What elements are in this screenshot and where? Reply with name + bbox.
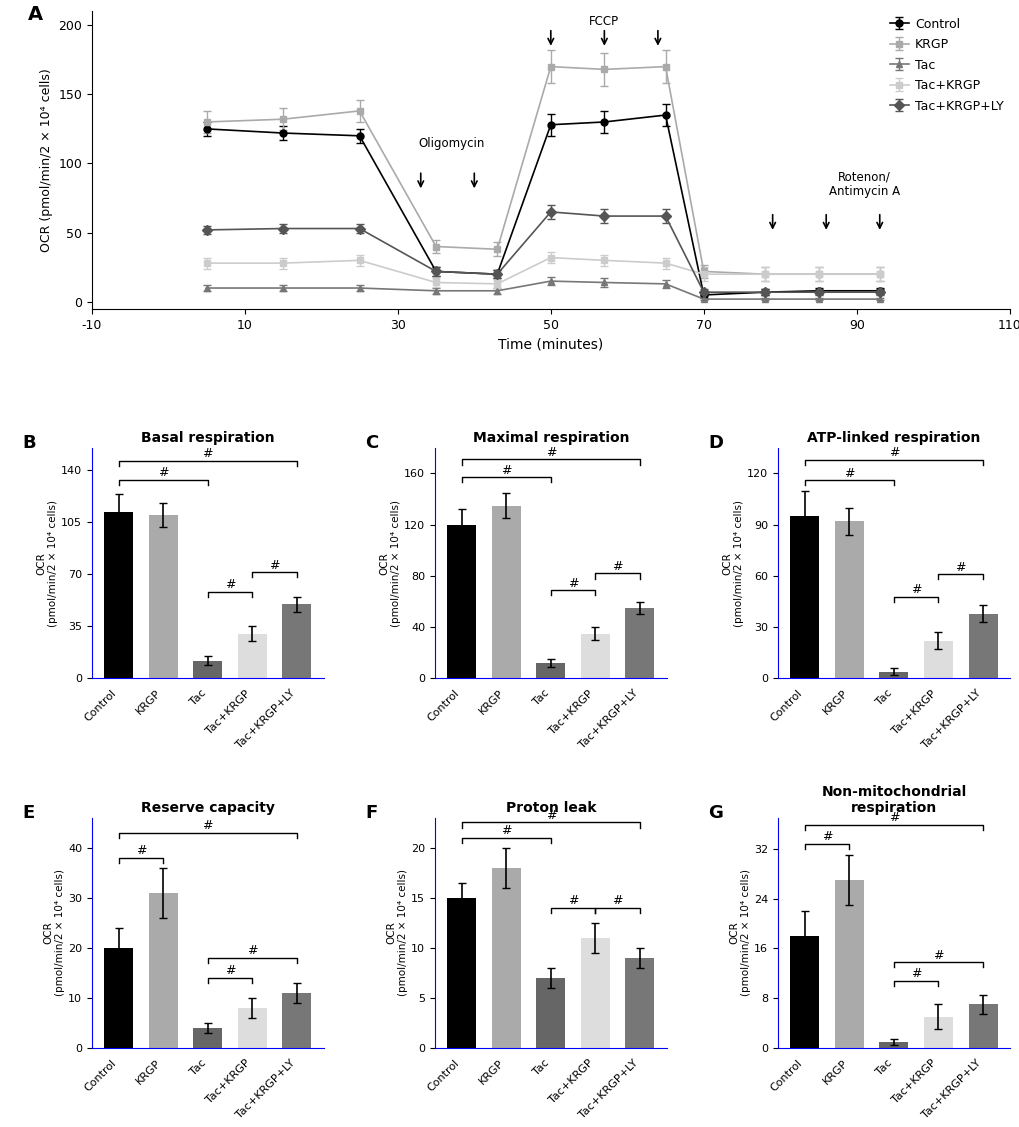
Y-axis label: OCR
(pmol/min/2 × 10⁴ cells): OCR (pmol/min/2 × 10⁴ cells) [722,499,744,627]
Text: #: # [269,559,279,571]
Bar [625,607,654,678]
Bar [834,880,863,1048]
Bar [790,516,818,678]
Bar [193,1028,222,1048]
Text: #: # [202,819,213,832]
Title: Reserve capacity: Reserve capacity [141,801,274,815]
Bar [834,522,863,678]
Bar [790,935,818,1048]
Text: #: # [932,949,943,961]
Text: #: # [568,894,578,907]
Text: #: # [545,809,555,822]
Text: C: C [365,434,378,452]
Bar [237,1008,267,1048]
Bar [282,993,311,1048]
Text: #: # [500,464,511,477]
Bar [968,613,997,678]
Bar [581,938,609,1048]
Text: D: D [708,434,722,452]
Bar [491,868,520,1048]
Title: ATP-linked respiration: ATP-linked respiration [806,432,979,445]
Text: #: # [955,561,965,574]
Bar [923,641,952,678]
Bar [878,1041,908,1048]
Bar [104,512,132,678]
Y-axis label: OCR
(pmol/min/2 × 10⁴ cells): OCR (pmol/min/2 × 10⁴ cells) [44,869,65,996]
Text: #: # [224,965,235,977]
Text: #: # [500,824,511,837]
Title: Basal respiration: Basal respiration [141,432,274,445]
Y-axis label: OCR
(pmol/min/2 × 10⁴ cells): OCR (pmol/min/2 × 10⁴ cells) [729,869,751,996]
Text: #: # [888,811,899,825]
Title: Proton leak: Proton leak [505,801,595,815]
Text: Rotenon/
Antimycin A: Rotenon/ Antimycin A [828,170,899,198]
Text: #: # [202,447,213,460]
Bar [237,633,267,678]
Y-axis label: OCR (pmol/min/2 × 10⁴ cells): OCR (pmol/min/2 × 10⁴ cells) [40,68,53,252]
Bar [149,515,177,678]
Title: Non-mitochondrial
respiration: Non-mitochondrial respiration [820,784,966,815]
Bar [878,672,908,678]
Bar [625,958,654,1048]
Bar [581,633,609,678]
Text: #: # [568,577,578,589]
Text: #: # [910,967,920,980]
Text: F: F [365,804,377,822]
Bar [491,506,520,678]
Title: Maximal respiration: Maximal respiration [472,432,629,445]
Text: #: # [611,894,623,907]
Text: #: # [136,844,146,857]
Bar [193,660,222,678]
Y-axis label: OCR
(pmol/min/2 × 10⁴ cells): OCR (pmol/min/2 × 10⁴ cells) [37,499,58,627]
Text: #: # [888,446,899,460]
Bar [149,893,177,1048]
Text: #: # [844,467,854,480]
Legend: Control, KRGP, Tac, Tac+KRGP, Tac+KRGP+LY: Control, KRGP, Tac, Tac+KRGP, Tac+KRGP+L… [889,18,1003,113]
Bar [104,948,132,1048]
Text: #: # [910,583,920,596]
X-axis label: Time (minutes): Time (minutes) [497,337,603,352]
Bar [446,898,476,1048]
Text: B: B [22,434,36,452]
Text: #: # [158,467,168,479]
Text: G: G [708,804,722,822]
Bar [968,1004,997,1048]
Text: #: # [545,446,555,459]
Y-axis label: OCR
(pmol/min/2 × 10⁴ cells): OCR (pmol/min/2 × 10⁴ cells) [379,499,400,627]
Text: #: # [821,831,832,843]
Bar [536,663,565,678]
Text: #: # [224,578,235,591]
Text: A: A [28,6,43,25]
Y-axis label: OCR
(pmol/min/2 × 10⁴ cells): OCR (pmol/min/2 × 10⁴ cells) [386,869,408,996]
Text: FCCP: FCCP [589,16,619,28]
Bar [446,525,476,678]
Bar [282,604,311,678]
Bar [536,978,565,1048]
Text: Oligomycin: Oligomycin [418,136,484,150]
Text: #: # [247,944,257,957]
Bar [923,1017,952,1048]
Text: #: # [611,560,623,573]
Text: E: E [22,804,35,822]
